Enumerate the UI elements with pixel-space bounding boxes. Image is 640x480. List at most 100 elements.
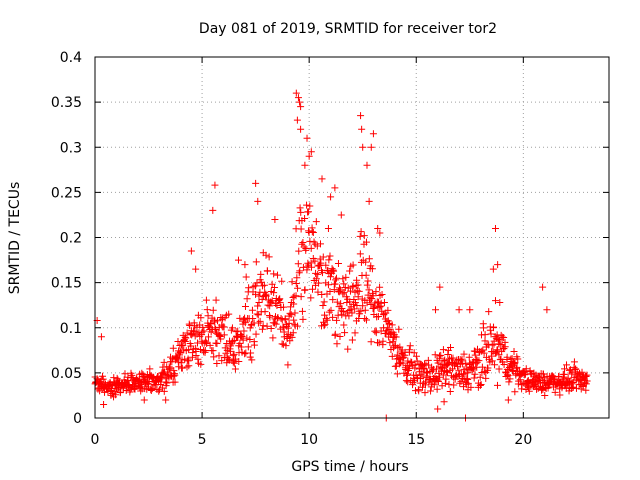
data-point xyxy=(479,346,487,354)
data-point xyxy=(254,302,262,310)
data-point xyxy=(472,360,480,368)
data-point xyxy=(439,346,447,354)
data-point xyxy=(268,297,276,305)
y-tick-label: 0.25 xyxy=(51,185,82,201)
data-point xyxy=(395,360,403,368)
data-point xyxy=(225,355,233,363)
data-point xyxy=(217,335,225,343)
data-point xyxy=(294,94,302,102)
data-point xyxy=(363,281,371,289)
data-point xyxy=(246,336,254,344)
data-point xyxy=(291,309,299,317)
data-point xyxy=(369,130,377,138)
data-point xyxy=(165,365,173,373)
data-point xyxy=(263,267,271,275)
data-point xyxy=(427,387,435,395)
data-point xyxy=(464,379,472,387)
data-point xyxy=(225,356,233,364)
data-point xyxy=(333,298,341,306)
data-point xyxy=(236,339,244,347)
data-point xyxy=(272,320,280,328)
x-tick-label: 5 xyxy=(198,432,207,448)
data-point xyxy=(249,315,257,323)
data-point xyxy=(304,208,312,216)
data-point xyxy=(331,184,339,192)
data-point xyxy=(331,330,339,338)
data-point xyxy=(203,340,211,348)
data-point xyxy=(202,338,210,346)
data-point xyxy=(494,261,502,269)
data-point xyxy=(333,340,341,348)
data-point xyxy=(303,134,311,142)
data-point xyxy=(417,360,425,368)
data-point xyxy=(162,396,170,404)
data-point xyxy=(306,202,314,210)
data-point xyxy=(399,359,407,367)
data-point xyxy=(361,306,369,314)
data-point xyxy=(240,327,248,335)
data-point xyxy=(456,356,464,364)
data-point xyxy=(496,298,504,306)
data-point xyxy=(278,277,286,285)
data-point xyxy=(551,375,559,383)
data-point xyxy=(506,375,514,383)
data-point xyxy=(259,322,267,330)
data-point xyxy=(364,277,372,285)
data-point xyxy=(263,322,271,330)
data-point xyxy=(140,396,148,404)
data-point xyxy=(160,358,168,366)
data-point xyxy=(275,295,283,303)
data-point xyxy=(297,225,305,233)
data-point xyxy=(410,349,418,357)
data-point xyxy=(197,360,205,368)
data-point xyxy=(183,329,191,337)
data-point xyxy=(204,333,212,341)
data-point xyxy=(452,371,460,379)
data-point xyxy=(582,386,590,394)
data-point xyxy=(324,281,332,289)
data-point xyxy=(500,333,508,341)
data-point xyxy=(324,224,332,232)
y-tick-label: 0 xyxy=(73,411,82,427)
data-point xyxy=(284,324,292,332)
data-point xyxy=(174,338,182,346)
data-point xyxy=(332,276,340,284)
data-point xyxy=(380,298,388,306)
data-point xyxy=(315,279,323,287)
data-point xyxy=(557,380,565,388)
data-point xyxy=(357,228,365,236)
data-point xyxy=(492,334,500,342)
data-point xyxy=(325,308,333,316)
data-point xyxy=(318,175,326,183)
data-point xyxy=(348,309,356,317)
data-point xyxy=(340,321,348,329)
data-point xyxy=(446,387,454,395)
data-point xyxy=(475,357,483,365)
data-point xyxy=(407,358,415,366)
data-point xyxy=(300,243,308,251)
data-point xyxy=(252,179,260,187)
data-point xyxy=(582,373,590,381)
data-point xyxy=(288,278,296,286)
data-point xyxy=(543,306,551,314)
data-point xyxy=(206,341,214,349)
data-point xyxy=(376,229,384,237)
data-point xyxy=(254,197,262,205)
data-point xyxy=(213,359,221,367)
data-point xyxy=(467,383,475,391)
data-point xyxy=(432,306,440,314)
data-point xyxy=(329,296,337,304)
data-point xyxy=(252,258,260,266)
data-point xyxy=(482,374,490,382)
data-point xyxy=(269,334,277,342)
data-point xyxy=(294,284,302,292)
data-point xyxy=(211,181,219,189)
data-point xyxy=(212,325,220,333)
data-point xyxy=(261,288,269,296)
data-point xyxy=(147,386,155,394)
data-point xyxy=(403,371,411,379)
data-point xyxy=(406,342,414,350)
data-point xyxy=(124,377,132,385)
data-point xyxy=(163,379,171,387)
data-point xyxy=(440,357,448,365)
